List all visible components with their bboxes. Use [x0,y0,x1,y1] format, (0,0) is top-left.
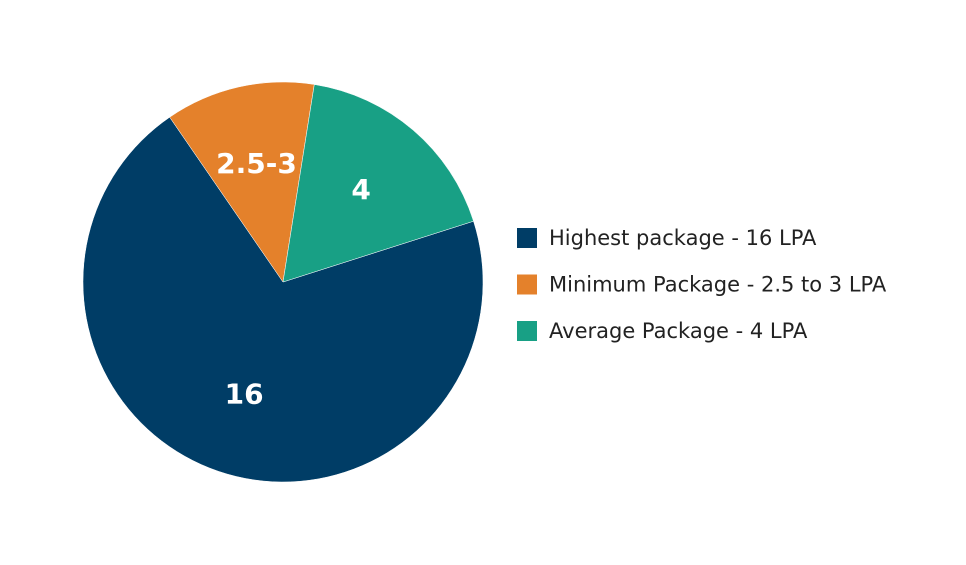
legend-label: Highest package - 16 LPA [549,226,817,250]
legend-swatch [517,321,537,341]
legend-label: Average Package - 4 LPA [549,319,808,343]
slice-label: 16 [225,378,264,411]
pie-slice [82,116,484,483]
slice-label: 4 [351,173,370,206]
legend-swatch [517,228,537,248]
pie-slice [282,84,474,283]
legend-swatch [517,274,537,295]
legend-label: Minimum Package - 2.5 to 3 LPA [549,273,887,297]
slice-label: 2.5-3 [216,147,297,180]
pie-slice [169,81,315,283]
